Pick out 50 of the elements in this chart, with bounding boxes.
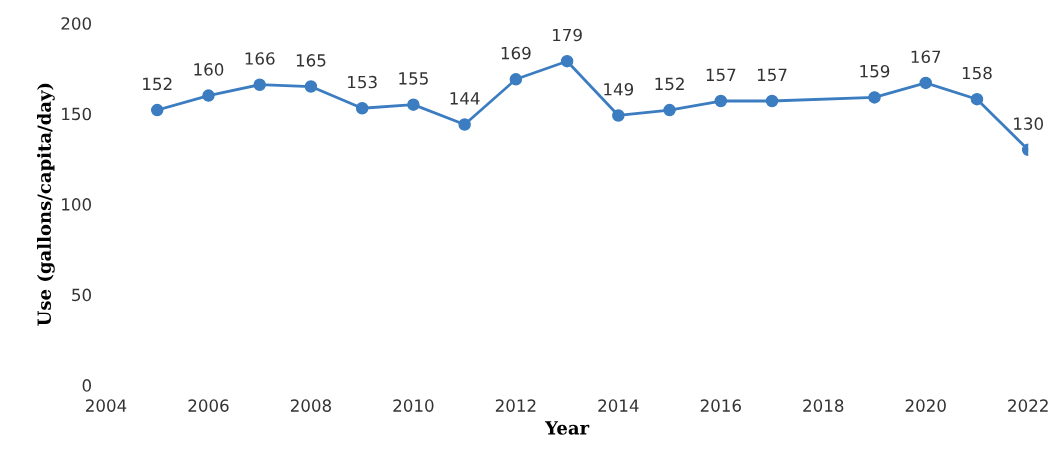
data-label: 130 bbox=[1014, 117, 1043, 130]
y-tick-label: 200 bbox=[61, 17, 91, 30]
point bbox=[970, 92, 984, 106]
x-tick-label: 2018 bbox=[803, 399, 844, 412]
x-tick-label: 2014 bbox=[598, 399, 639, 412]
x-axis-title: Year bbox=[544, 421, 590, 435]
x-tick-label: 2006 bbox=[188, 399, 229, 412]
data-label: 153 bbox=[348, 75, 377, 89]
point bbox=[612, 109, 625, 122]
x-tick-label: 2008 bbox=[290, 399, 331, 412]
data-label: 149 bbox=[604, 82, 634, 96]
y-axis-title: Use (gallons/capita/day) bbox=[37, 83, 55, 326]
point bbox=[458, 118, 471, 131]
point bbox=[253, 78, 266, 91]
x-tick-label: 2012 bbox=[495, 399, 536, 412]
x-tick-label: 2004 bbox=[86, 399, 127, 412]
data-label: 159 bbox=[860, 64, 890, 78]
x-tick-label: 2016 bbox=[700, 399, 741, 412]
y-tick-label: 100 bbox=[62, 198, 91, 211]
point bbox=[663, 103, 676, 117]
x-tick-label: 2022 bbox=[1008, 399, 1048, 412]
data-label: 169 bbox=[501, 46, 531, 60]
y-tick-label: 150 bbox=[62, 107, 91, 121]
data-label: 157 bbox=[706, 68, 736, 82]
point bbox=[919, 76, 932, 90]
data-label: 160 bbox=[194, 63, 224, 76]
point bbox=[150, 103, 164, 117]
x-tick-label: 2010 bbox=[393, 399, 434, 412]
point bbox=[868, 91, 881, 104]
point bbox=[714, 94, 728, 108]
data-label: 179 bbox=[553, 28, 582, 42]
data-label: 167 bbox=[911, 50, 941, 64]
data-label: 144 bbox=[450, 92, 480, 105]
data-label: 166 bbox=[245, 52, 275, 65]
point bbox=[304, 80, 318, 93]
data-label: 165 bbox=[296, 54, 326, 67]
point bbox=[355, 102, 369, 115]
data-label: 157 bbox=[757, 68, 787, 82]
y-tick-label: 50 bbox=[72, 288, 91, 302]
point bbox=[407, 98, 420, 111]
data-label: 158 bbox=[962, 66, 992, 80]
data-label: 152 bbox=[143, 77, 172, 91]
point bbox=[560, 54, 574, 68]
data-label: 152 bbox=[655, 77, 684, 91]
x-tick-label: 2020 bbox=[905, 399, 946, 412]
point bbox=[509, 73, 523, 86]
data-label: 155 bbox=[399, 72, 428, 85]
point bbox=[765, 94, 779, 108]
y-tick-label: 0 bbox=[82, 379, 91, 392]
point bbox=[202, 89, 215, 102]
